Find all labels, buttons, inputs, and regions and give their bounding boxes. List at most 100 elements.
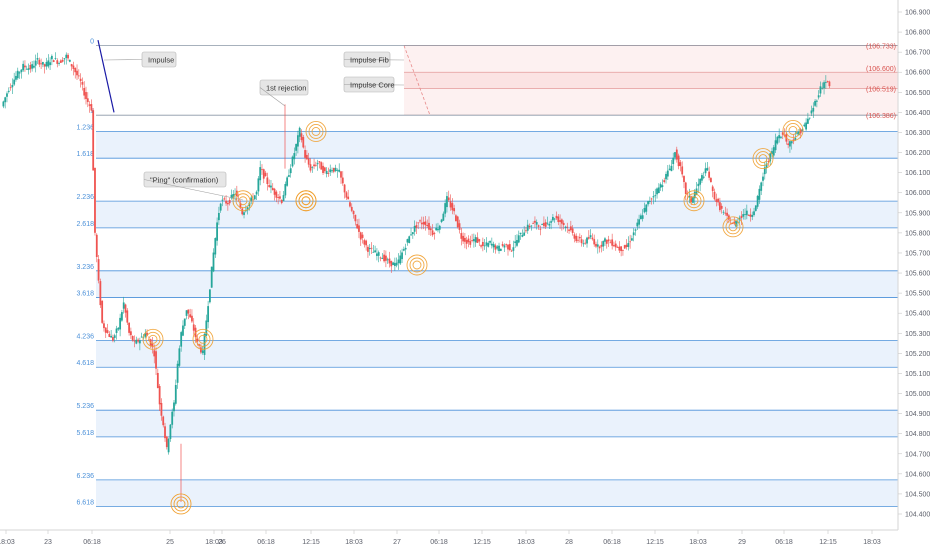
candle-body xyxy=(618,246,621,251)
candle-body xyxy=(562,222,565,226)
candle-body xyxy=(679,162,682,166)
fib-level-label: 6.618 xyxy=(76,499,94,506)
candle-body xyxy=(50,55,53,60)
candle-body xyxy=(814,100,816,106)
candle-body xyxy=(492,243,495,248)
candle-body xyxy=(27,68,30,70)
target-hit-ring xyxy=(145,331,161,347)
candle-body xyxy=(780,136,782,138)
candle-body xyxy=(693,191,696,199)
target-hit-ring xyxy=(785,123,801,138)
impulse-core-callout-label: Impulse Core xyxy=(350,81,395,90)
candle-body xyxy=(826,81,829,82)
candle-body xyxy=(731,223,734,225)
candle-body xyxy=(767,161,770,163)
candle-body xyxy=(740,215,743,219)
candle-body xyxy=(33,65,35,68)
candle-body xyxy=(812,107,815,112)
candle-body xyxy=(77,75,80,77)
candle-body xyxy=(435,227,438,231)
candle-body xyxy=(763,167,766,175)
candle-body xyxy=(505,244,508,246)
candle-body xyxy=(108,333,111,337)
candle-body xyxy=(203,333,206,355)
candle-body xyxy=(702,176,705,178)
candle-body xyxy=(336,170,339,172)
candle-body xyxy=(31,64,34,69)
price-tag: (106.386) xyxy=(866,113,896,120)
candle-body xyxy=(45,61,48,67)
candle-body xyxy=(4,97,7,103)
candle-body xyxy=(401,252,403,260)
candle-body xyxy=(296,135,299,147)
candle-body xyxy=(221,199,224,201)
price-tag: (106.733) xyxy=(866,44,896,51)
candle-body xyxy=(810,110,813,114)
candle-body xyxy=(711,186,714,192)
y-tick-label: 105.500 xyxy=(905,291,930,298)
candle-body xyxy=(162,416,165,426)
candle-body xyxy=(61,59,64,62)
candle-body xyxy=(113,335,116,338)
impulse-callout-pointer xyxy=(103,59,143,61)
candle-body xyxy=(79,78,82,82)
candle-body xyxy=(467,238,470,243)
candle-body xyxy=(176,363,179,383)
candle-body xyxy=(411,232,414,235)
candle-body xyxy=(496,246,499,249)
candle-body xyxy=(343,184,346,193)
candle-body xyxy=(304,150,306,158)
target-hit-ring xyxy=(198,334,208,344)
candle-body xyxy=(530,225,533,227)
fib-level-label: 6.236 xyxy=(76,473,94,480)
candle-body xyxy=(58,63,60,64)
candle-body xyxy=(376,253,378,256)
candle-body xyxy=(97,259,100,281)
x-tick-label: 18:03 xyxy=(205,539,223,546)
candle-body xyxy=(641,215,644,219)
candle-body xyxy=(358,225,360,232)
candle-body xyxy=(253,195,256,200)
candle-body xyxy=(683,176,685,183)
target-hit-ring xyxy=(195,331,211,347)
candle-body xyxy=(129,331,132,336)
candle-body xyxy=(255,191,258,195)
impulse-core-callout-pointer xyxy=(343,84,405,86)
candle-body xyxy=(11,84,14,88)
candle-body xyxy=(311,166,314,168)
candle-body xyxy=(616,247,619,248)
x-tick-label: 26 xyxy=(218,539,226,546)
candle-body xyxy=(232,194,235,199)
fib-band xyxy=(96,201,898,228)
candle-body xyxy=(316,163,319,165)
target-hit-ring xyxy=(752,148,774,170)
candle-body xyxy=(420,222,423,225)
candle-body xyxy=(600,244,603,247)
candle-body xyxy=(135,339,138,344)
x-axis[interactable]: 18:032306:182518:032606:1812:1518:032706… xyxy=(0,530,881,546)
candle-body xyxy=(185,310,188,316)
candle-body xyxy=(402,249,405,251)
candle-body xyxy=(469,241,472,245)
y-axis[interactable]: 106.900 106.800 106.700 106.600 106.500 106.4… xyxy=(898,10,930,519)
y-tick-label: 106.300 xyxy=(905,130,930,137)
candle-body xyxy=(508,244,511,251)
candle-body xyxy=(395,262,398,266)
candle-body xyxy=(217,212,220,221)
candle-body xyxy=(68,59,71,62)
candle-body xyxy=(580,239,583,244)
candle-body xyxy=(460,233,463,239)
x-tick-label: 18:03 xyxy=(517,539,535,546)
candle-body xyxy=(345,192,348,198)
candle-body xyxy=(478,239,481,242)
candle-body xyxy=(805,122,807,130)
candle-body xyxy=(559,220,561,222)
candle-body xyxy=(119,317,122,330)
candle-body xyxy=(668,168,671,170)
x-tick-label: 12:15 xyxy=(646,539,664,546)
candle-body xyxy=(110,335,113,338)
candle-body xyxy=(124,304,127,313)
x-tick-label: 23 xyxy=(44,539,52,546)
candle-body xyxy=(52,60,55,62)
